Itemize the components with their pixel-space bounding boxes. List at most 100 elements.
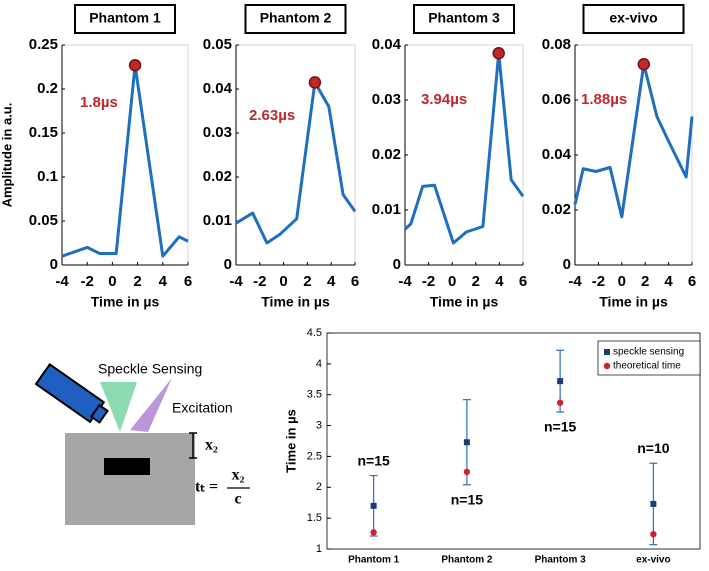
plot-frame xyxy=(404,44,524,266)
peak-label: 2.63µs xyxy=(249,107,295,124)
x-tick-label: 4 xyxy=(159,273,168,290)
x-axis-label: Time in µs xyxy=(599,294,668,310)
y-tick-label: 0.03 xyxy=(372,91,401,108)
sensor-lens xyxy=(89,403,109,424)
x-tick-label: Phantom 2 xyxy=(441,555,493,566)
peak-label: 3.94µs xyxy=(421,91,467,108)
x-tick-label: 6 xyxy=(688,273,696,290)
peak-label: 1.88µs xyxy=(581,91,627,108)
speckle-marker xyxy=(463,439,470,446)
x-tick-label: 0 xyxy=(108,273,116,290)
y-tick-label: 1.5 xyxy=(307,512,322,524)
x-tick-label: -2 xyxy=(81,273,94,290)
excitation-beam xyxy=(130,378,172,432)
x-tick-label: 2 xyxy=(133,273,141,290)
y-tick-label: 0.15 xyxy=(29,124,58,141)
x-tick-label: 0 xyxy=(618,273,626,290)
y-tick-label: 2.5 xyxy=(307,450,322,462)
y-tick-label: 0.05 xyxy=(29,212,58,229)
y-tick-label: 0.02 xyxy=(203,168,232,185)
y-tick-label: 0 xyxy=(393,256,401,273)
excitation-label: Excitation xyxy=(172,400,233,416)
title-box xyxy=(244,4,347,34)
y-tick-label: 0.04 xyxy=(203,80,233,97)
x-tick-label: 4 xyxy=(495,273,504,290)
y-tick-label: 0.04 xyxy=(542,146,572,163)
x-tick-label: -4 xyxy=(55,273,69,290)
x-tick-label: Phantom 1 xyxy=(348,555,400,566)
y-tick-label: 2 xyxy=(316,481,322,493)
theoretical-marker xyxy=(650,530,657,538)
peak-marker xyxy=(128,58,142,72)
x-tick-label: 2 xyxy=(303,273,311,290)
y-tick-label: 0.25 xyxy=(29,36,58,53)
y-axis-label: Time in µs xyxy=(283,409,298,473)
x-axis-label: Time in µs xyxy=(91,294,160,310)
y-tick-label: 0.03 xyxy=(203,124,232,141)
y-tick-label: 0 xyxy=(224,256,232,273)
formula-numerator: x₂ xyxy=(232,467,245,484)
theoretical-marker xyxy=(556,399,564,406)
annotation: n=15 xyxy=(544,419,577,435)
x-tick-label: 6 xyxy=(519,273,527,290)
theoretical-marker xyxy=(463,468,471,476)
x-tick-label: -4 xyxy=(229,273,243,290)
sensor-label: Speckle Sensing xyxy=(98,361,202,377)
sensing-beam xyxy=(100,382,137,432)
peak-marker xyxy=(637,58,651,71)
speckle-marker xyxy=(557,378,564,385)
annotation: n=15 xyxy=(451,492,484,508)
legend-label: speckle sensing xyxy=(613,347,684,358)
annotation: n=10 xyxy=(637,440,670,456)
sample-block xyxy=(65,433,195,525)
chart-title: ex-vivo xyxy=(609,10,657,26)
chart-title: Phantom 1 xyxy=(89,10,161,26)
x-tick-label: -4 xyxy=(398,273,412,290)
x-tick-label: 4 xyxy=(327,273,336,290)
y-tick-label: 3.5 xyxy=(307,389,322,401)
data-line xyxy=(573,62,694,219)
title-box xyxy=(582,4,685,34)
peak-marker xyxy=(308,76,322,89)
legend-box xyxy=(597,340,701,376)
x-tick-label: 2 xyxy=(472,273,480,290)
data-line xyxy=(235,80,357,245)
title-box xyxy=(74,4,176,34)
y-tick-label: 4.5 xyxy=(307,327,322,339)
data-line xyxy=(403,51,525,245)
x-tick-label: 2 xyxy=(641,273,649,290)
y-tick-label: 0.05 xyxy=(203,36,232,53)
title-box xyxy=(413,4,515,34)
y-tick-label: 0.01 xyxy=(203,212,232,229)
chart-title: Phantom 2 xyxy=(260,10,332,26)
speckle-marker xyxy=(650,500,657,507)
annotation: n=15 xyxy=(357,452,390,468)
y-tick-label: 0.01 xyxy=(372,201,401,218)
speckle-marker xyxy=(370,502,377,509)
legend-marker xyxy=(603,362,611,370)
data-line xyxy=(61,63,189,258)
x-tick-label: 4 xyxy=(664,273,673,290)
y-tick-label: 0.02 xyxy=(372,146,401,163)
y-tick-label: 0 xyxy=(50,256,58,273)
sensor xyxy=(34,362,109,424)
x-tick-label: Phantom 3 xyxy=(535,555,587,566)
depth-label: x₂ xyxy=(205,437,218,454)
theoretical-marker xyxy=(370,529,377,536)
x-tick-label: 6 xyxy=(184,273,192,290)
peak-label: 1.8µs xyxy=(80,94,118,111)
x-tick-label: ex-vivo xyxy=(636,555,670,566)
y-tick-label: 4 xyxy=(316,358,322,370)
y-tick-label: 0 xyxy=(563,256,571,273)
y-tick-label: 3 xyxy=(316,419,322,431)
chart-title: Phantom 3 xyxy=(428,10,500,26)
y-tick-label: 0.1 xyxy=(37,168,58,185)
x-axis-label: Time in µs xyxy=(430,294,499,310)
legend-label: theoretical time xyxy=(613,361,681,372)
x-tick-label: 6 xyxy=(351,273,359,290)
peak-marker xyxy=(492,47,505,60)
x-tick-label: 0 xyxy=(279,273,287,290)
x-tick-label: -2 xyxy=(253,273,266,290)
x-tick-label: 0 xyxy=(448,273,456,290)
